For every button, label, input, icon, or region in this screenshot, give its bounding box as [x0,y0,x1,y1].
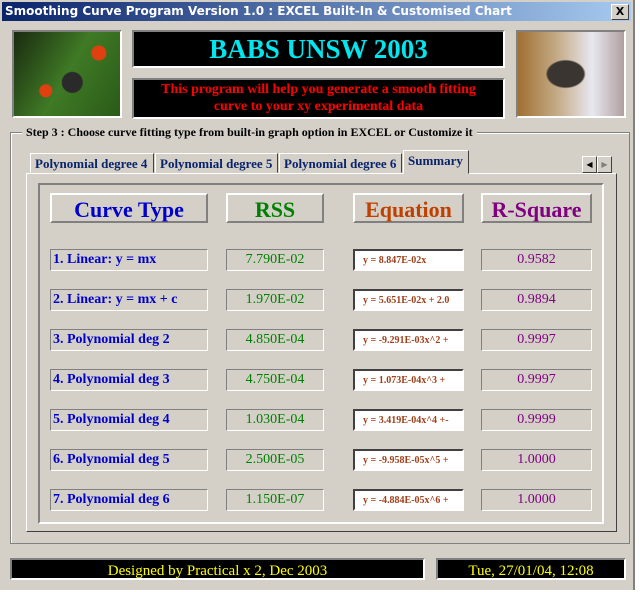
tab-summary[interactable]: Summary [403,150,469,174]
tab-polynomial-degree-5[interactable]: Polynomial degree 5 [155,153,278,173]
equation-field[interactable]: y = -9.291E-03x^2 + [353,329,464,351]
equation-field[interactable]: y = -9.958E-05x^5 + [353,449,464,471]
header-rss: RSS [226,193,324,223]
curve-type-cell: 5. Polynomial deg 4 [50,409,208,431]
r-square-cell: 0.9582 [481,249,592,271]
photo-right [516,30,626,118]
header-equation: Equation [353,193,464,223]
datetime-bar: Tue, 27/01/04, 12:08 [436,558,626,580]
rss-cell: 1.030E-04 [226,409,324,431]
equation-field[interactable]: y = -4.884E-05x^6 + [353,489,464,511]
summary-frame [38,183,604,524]
title-banner: BABS UNSW 2003 [132,30,505,68]
equation-field[interactable]: y = 1.073E-04x^3 + [353,369,464,391]
credit-bar: Designed by Practical x 2, Dec 2003 [10,558,425,580]
rss-cell: 1.970E-02 [226,289,324,311]
tab-polynomial-degree-4[interactable]: Polynomial degree 4 [30,153,154,173]
rss-cell: 4.850E-04 [226,329,324,351]
rss-cell: 4.750E-04 [226,369,324,391]
equation-field[interactable]: y = 3.419E-04x^4 +- [353,409,464,431]
subtitle-banner: This program will help you generate a sm… [132,78,505,119]
tab-scroll-right-button[interactable]: ▶ [597,156,612,173]
equation-field[interactable]: y = 5.651E-02x + 2.0 [353,289,464,311]
equation-field[interactable]: y = 8.847E-02x [353,249,464,271]
rss-cell: 2.500E-05 [226,449,324,471]
tab-scroll-left-button[interactable]: ◀ [582,156,597,173]
r-square-cell: 1.0000 [481,449,592,471]
tab-polynomial-degree-6[interactable]: Polynomial degree 6 [279,153,402,173]
curve-type-cell: 4. Polynomial deg 3 [50,369,208,391]
rss-cell: 7.790E-02 [226,249,324,271]
r-square-cell: 1.0000 [481,489,592,511]
photo-left [12,30,122,118]
step-label: Step 3 : Choose curve fitting type from … [22,125,477,140]
summary-panel [26,173,617,532]
subtitle-line-2: curve to your xy experimental data [213,99,424,114]
title-bar: Smoothing Curve Program Version 1.0 : EX… [2,2,631,21]
curve-type-cell: 7. Polynomial deg 6 [50,489,208,511]
window-title: Smoothing Curve Program Version 1.0 : EX… [5,4,512,18]
r-square-cell: 0.9997 [481,329,592,351]
r-square-cell: 0.9894 [481,289,592,311]
r-square-cell: 0.9997 [481,369,592,391]
curve-type-cell: 3. Polynomial deg 2 [50,329,208,351]
rss-cell: 1.150E-07 [226,489,324,511]
curve-type-cell: 6. Polynomial deg 5 [50,449,208,471]
subtitle-line-1: This program will help you generate a sm… [161,82,476,97]
curve-type-cell: 1. Linear: y = mx [50,249,208,271]
close-button[interactable]: X [611,4,629,20]
app-title: BABS UNSW 2003 [209,34,428,64]
header-curve-type: Curve Type [50,193,208,223]
r-square-cell: 0.9999 [481,409,592,431]
header-r-square: R-Square [481,193,592,223]
curve-type-cell: 2. Linear: y = mx + c [50,289,208,311]
